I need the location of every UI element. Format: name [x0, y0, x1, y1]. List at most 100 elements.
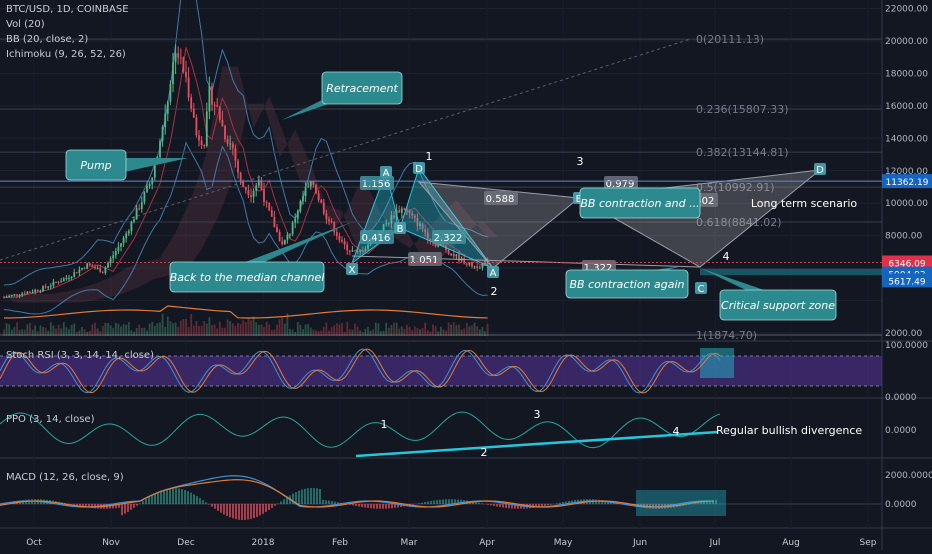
volume-bar — [313, 329, 315, 336]
stoch-highlight — [700, 348, 734, 378]
macd-histogram-bar — [445, 499, 447, 504]
stoch-rsi-label[interactable]: Stoch RSI (3, 3, 14, 14, close) — [6, 350, 154, 361]
volume-bar — [333, 325, 335, 336]
volume-bar — [292, 330, 294, 336]
candle-body — [271, 210, 273, 216]
volume-bar — [375, 323, 377, 336]
volume-bar — [458, 325, 460, 336]
candle-body — [58, 282, 60, 283]
candle-body — [448, 250, 450, 254]
ppo-axis-label: 0.0000 — [885, 426, 917, 436]
macd-histogram-bar — [544, 504, 546, 506]
volume-bar — [76, 332, 78, 336]
macd-histogram-bar — [283, 499, 285, 504]
candle-body — [86, 263, 88, 268]
y-tick-label: 20000.00 — [885, 37, 928, 47]
macd-label[interactable]: MACD (12, 26, close, 9) — [6, 472, 124, 483]
macd-histogram-bar — [442, 499, 444, 504]
candle-body — [115, 251, 117, 255]
candle-body — [123, 238, 125, 243]
volume-bar — [19, 330, 21, 336]
macd-histogram-bar — [373, 504, 375, 509]
macd-histogram-bar — [139, 503, 141, 504]
candle-body — [302, 196, 304, 201]
volume-bar — [203, 321, 205, 336]
candle-body — [164, 114, 166, 127]
volume-bar — [346, 322, 348, 336]
candle-body — [60, 281, 62, 282]
macd-histogram-bar — [241, 504, 243, 520]
macd-histogram-bar — [436, 500, 438, 504]
x-tick-label: Mar — [401, 538, 418, 548]
wave-label: 2 — [491, 285, 498, 298]
volume-bar — [354, 324, 356, 336]
candle-body — [193, 109, 195, 118]
macd-axis-label: 2000.0000 — [885, 471, 932, 481]
volume-bar — [396, 323, 398, 336]
candle-body — [99, 268, 101, 272]
median-callout-text: Back to the median channel — [170, 271, 325, 284]
volume-bar — [73, 324, 75, 336]
macd-histogram-bar — [301, 490, 303, 504]
vol-indicator-label[interactable]: Vol (20) — [6, 19, 45, 30]
candle-body — [235, 148, 237, 160]
macd-histogram-bar — [487, 504, 489, 505]
volume-bar — [34, 325, 36, 336]
macd-histogram-bar — [370, 504, 372, 508]
candle-body — [315, 185, 317, 193]
volume-bar — [138, 325, 140, 336]
fib-level-label: 0(20111.13) — [696, 33, 764, 46]
volume-bar — [136, 328, 138, 336]
ichimoku-indicator-label[interactable]: Ichimoku (9, 26, 52, 26) — [6, 49, 126, 60]
stoch-axis-label: 100.0000 — [885, 341, 928, 351]
volume-bar — [362, 332, 364, 336]
volume-bar — [414, 327, 416, 336]
candle-body — [323, 203, 325, 214]
candle-body — [219, 107, 221, 120]
macd-histogram-bar — [412, 504, 414, 505]
candle-body — [159, 141, 161, 157]
x-tick-label: Oct — [26, 538, 42, 548]
volume-bar — [237, 323, 239, 336]
macd-histogram-bar — [379, 504, 381, 509]
candle-body — [42, 286, 44, 291]
candle-body — [21, 294, 23, 296]
volume-bar — [284, 324, 286, 336]
candle-body — [79, 270, 81, 273]
candle-body — [255, 186, 257, 191]
volume-bar — [479, 329, 481, 336]
macd-histogram-bar — [364, 504, 366, 508]
symbol-title[interactable]: BTC/USD, 1D, COINBASE — [6, 4, 129, 15]
volume-bar — [406, 325, 408, 336]
ppo-wave-label: 3 — [534, 408, 541, 421]
candle-body — [97, 268, 99, 269]
macd-highlight — [636, 490, 726, 516]
candle-body — [24, 294, 26, 295]
ppo-label[interactable]: PPO (3, 14, close) — [6, 414, 94, 425]
volume-bar — [445, 331, 447, 336]
volume-bar — [339, 324, 341, 336]
ppo-wave-label: 4 — [673, 425, 680, 438]
volume-bar — [188, 327, 190, 336]
candle-body — [128, 231, 130, 233]
candle-body — [50, 286, 52, 287]
volume-bar — [424, 323, 426, 336]
volume-bar — [40, 326, 42, 336]
candle-body — [209, 86, 211, 111]
candle-body — [118, 247, 120, 251]
volume-bar — [463, 328, 465, 336]
volume-bar — [417, 328, 419, 336]
candle-body — [318, 193, 320, 200]
candle-body — [242, 182, 244, 187]
volume-bar — [66, 327, 68, 336]
macd-histogram-bar — [271, 504, 273, 508]
candle-body — [180, 58, 182, 59]
macd-histogram-bar — [181, 489, 183, 504]
volume-bar — [300, 325, 302, 336]
volume-bar — [6, 323, 8, 336]
volume-bar — [487, 324, 489, 336]
volume-bar — [110, 325, 112, 336]
bb-indicator-label[interactable]: BB (20, close, 2) — [6, 34, 88, 45]
macd-histogram-bar — [298, 491, 300, 504]
